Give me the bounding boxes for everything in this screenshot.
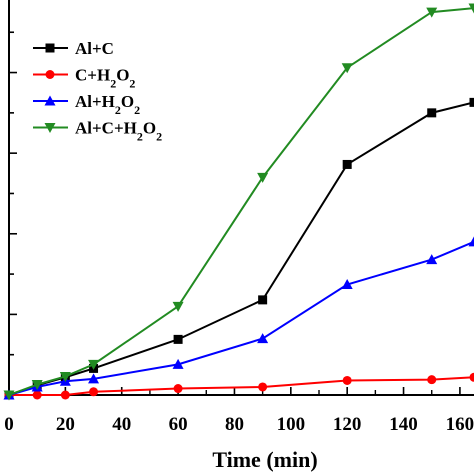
data-point [45, 43, 55, 53]
x-tick-label: 140 [389, 414, 418, 435]
data-point [59, 371, 71, 382]
data-point [3, 390, 15, 401]
data-point [44, 123, 56, 133]
series-layer [3, 3, 474, 401]
x-tick-label: 60 [169, 414, 188, 435]
legend-entry: Al+H2O2 [33, 92, 140, 117]
data-point [468, 3, 474, 14]
series-al-c [4, 97, 474, 400]
x-tick-label: 80 [225, 414, 244, 435]
data-point [173, 334, 183, 344]
data-point [341, 63, 353, 74]
x-axis-title: Time (min) [212, 447, 317, 472]
x-tick-label: 160 [446, 414, 474, 435]
data-point [88, 373, 100, 384]
legend-label: Al+C [75, 39, 114, 58]
data-point [342, 375, 352, 385]
data-point [426, 254, 438, 265]
x-tick-label: 0 [4, 414, 14, 435]
data-point [342, 159, 352, 169]
x-tick-label: 20 [56, 414, 75, 435]
data-point [44, 95, 56, 106]
data-point [89, 387, 99, 397]
data-point [427, 108, 437, 118]
legend-label: Al+C+H2O2 [75, 119, 162, 144]
x-tick-label: 120 [333, 414, 362, 435]
legend-label: C+H2O2 [75, 66, 135, 91]
data-point [427, 375, 437, 385]
data-point [173, 384, 183, 394]
legend-entry: Al+C [33, 39, 114, 58]
data-point [32, 390, 42, 400]
x-tick-label: 100 [277, 414, 306, 435]
legend-label: Al+H2O2 [75, 92, 140, 117]
data-point [469, 97, 474, 107]
data-point [172, 301, 184, 312]
data-point [341, 279, 353, 290]
series-al-c-h2o2 [3, 3, 474, 401]
data-point [468, 236, 474, 247]
data-point [45, 70, 55, 79]
legend-entry: Al+C+H2O2 [33, 119, 162, 144]
data-point [172, 358, 184, 369]
data-point [426, 7, 438, 18]
plot-axes [8, 0, 474, 396]
data-point [31, 380, 43, 391]
tick-labels: 0 20 40 60 80 100 120 140 160 [4, 414, 474, 435]
series-line [8, 101, 474, 396]
data-point [469, 372, 474, 382]
data-point [60, 390, 70, 400]
data-point [258, 382, 268, 392]
data-point [257, 333, 269, 344]
data-point [257, 172, 269, 183]
x-tick-label: 40 [112, 414, 131, 435]
series-c-h2o2 [4, 372, 474, 400]
data-point [258, 295, 268, 305]
legend-entry: C+H2O2 [33, 66, 135, 91]
data-point [88, 359, 100, 370]
